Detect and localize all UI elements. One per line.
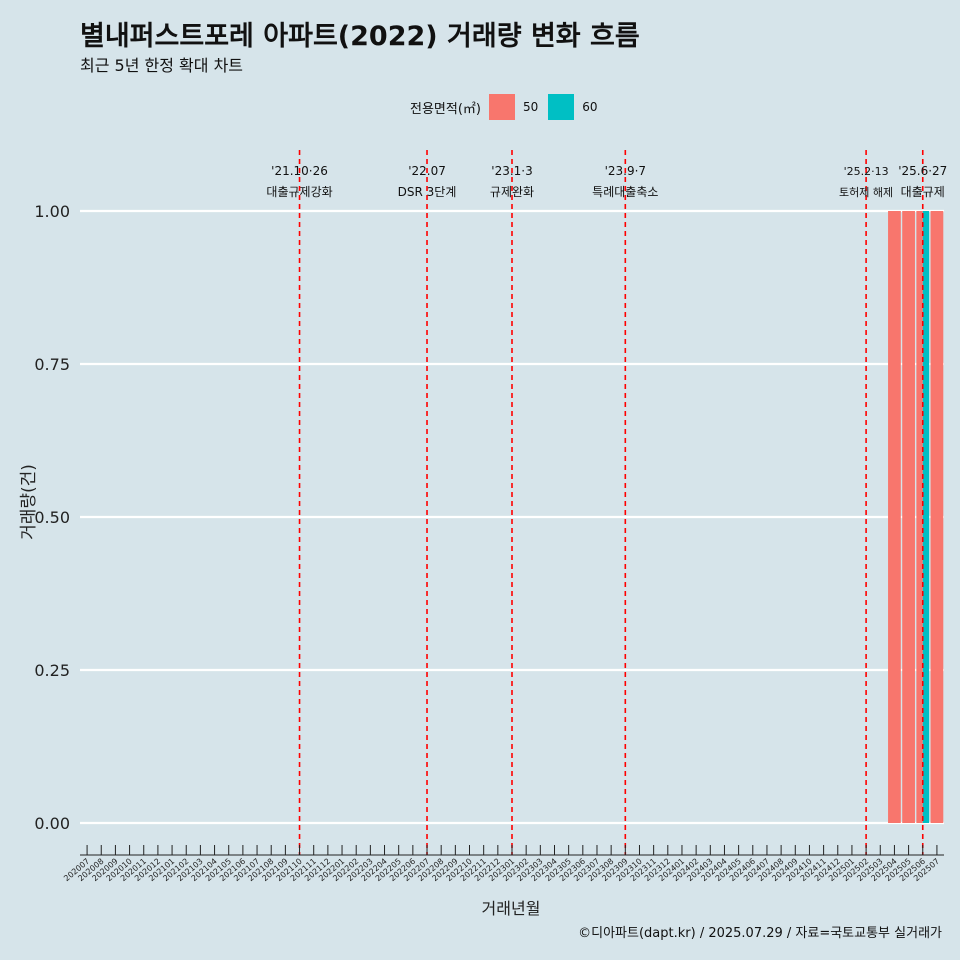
y-tick-label: 1.00 (34, 202, 70, 221)
legend-key-60 (548, 94, 575, 120)
caption: ©디아파트(dapt.kr) / 2025.07.29 / 자료=국토교통부 실… (578, 926, 942, 941)
event-label: 토허제 해제 (839, 185, 893, 199)
event-lines: '21.10·26 대출규제강화 '22.07 DSR 3단계 '23.1·3 규제완화 '… (266, 150, 947, 855)
event-label: 대출규제강화 (266, 185, 332, 199)
chart-subtitle: 최근 5년 한정 확대 차트 (80, 56, 244, 75)
y-tick-label: 0.25 (34, 661, 70, 680)
legend-key-50 (488, 94, 515, 120)
event-date: '23.1·3 (491, 164, 532, 178)
legend-title: 전용면적(㎡) (410, 101, 481, 117)
event-label: 특례대출축소 (592, 185, 658, 199)
event-date: '21.10·26 (271, 164, 328, 178)
y-tick-label: 0.50 (34, 508, 70, 527)
chart-title: 별내퍼스트포레 아파트(2022) 거래량 변화 흐름 (80, 21, 640, 52)
bar-50-202506 (916, 211, 923, 823)
grid-lines (80, 209, 944, 825)
y-tick-label: 0.00 (34, 814, 70, 833)
bar-60-202506 (922, 211, 930, 823)
bars (888, 211, 944, 823)
legend-label-50: 50 (522, 100, 539, 114)
bar-50-202507 (930, 211, 944, 823)
x-axis-label: 거래년월 (482, 899, 541, 918)
event-date: '23.9·7 (605, 164, 646, 178)
bar-50-202505 (902, 211, 915, 823)
bar-50-202504 (888, 211, 901, 823)
legend-label-60: 60 (582, 100, 598, 114)
y-tick-label: 0.75 (34, 355, 70, 374)
event-date: '25.6·27 (898, 164, 947, 178)
axes: 0.000.250.500.751.0020200720200820200920… (34, 202, 944, 883)
event-label: 규제완화 (490, 185, 534, 199)
event-label: 대출규제 (901, 185, 945, 199)
event-label: DSR 3단계 (398, 185, 457, 199)
event-date: '22.07 (408, 164, 446, 178)
y-axis-label: 거래량(건) (19, 464, 39, 540)
event-date: '25.2·13 (844, 165, 889, 178)
legend: 전용면적(㎡) 50 60 (410, 93, 608, 121)
